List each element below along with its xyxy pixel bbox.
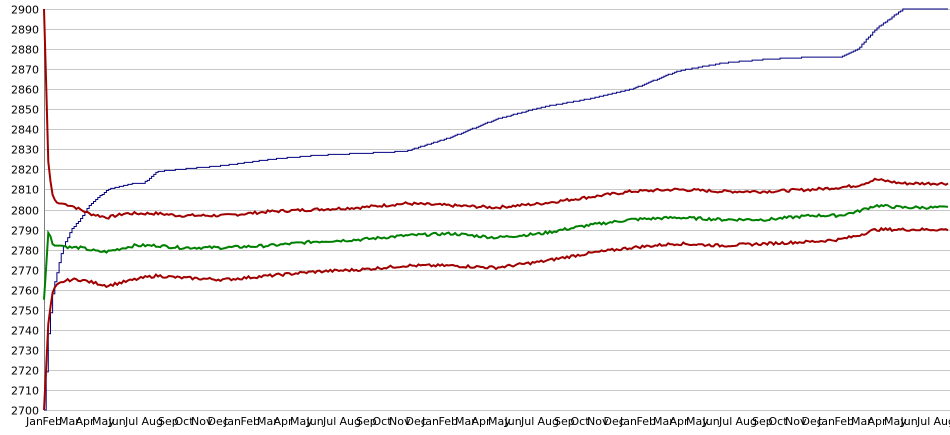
y-tick-label: 2700: [11, 405, 39, 418]
x-tick-label: Oct: [769, 415, 789, 428]
x-tick-label: Mar: [851, 415, 872, 428]
x-tick-label: Aug: [142, 415, 163, 428]
y-tick-label: 2860: [11, 84, 39, 97]
x-tick-label: Aug: [736, 415, 757, 428]
x-tick-label: Apr: [670, 415, 690, 428]
x-tick-label: Mar: [653, 415, 674, 428]
x-tick-label: Mar: [59, 415, 80, 428]
x-tick-label: Jul: [520, 415, 534, 428]
x-tick-label: Nov: [785, 415, 807, 428]
x-tick-label: Apr: [472, 415, 492, 428]
x-tick-label: Jul: [718, 415, 732, 428]
y-tick-label: 2750: [11, 305, 39, 318]
x-tick-label: Dec: [604, 415, 625, 428]
x-tick-label: Apr: [274, 415, 294, 428]
y-tick-label: 2730: [11, 345, 39, 358]
y-tick-label: 2830: [11, 144, 39, 157]
y-tick-label: 2890: [11, 24, 39, 37]
x-tick-label: May: [290, 415, 313, 428]
x-tick-label: Aug: [538, 415, 559, 428]
x-tick-label: Oct: [571, 415, 591, 428]
series-line-1: [44, 8, 948, 411]
x-tick-label: Oct: [373, 415, 393, 428]
x-tick-label: Sep: [356, 415, 377, 428]
x-tick-label: Jan: [421, 415, 439, 428]
x-tick-label: Dec: [802, 415, 823, 428]
x-tick-label: Jan: [817, 415, 835, 428]
x-tick-label: May: [488, 415, 511, 428]
x-tick-label: Jun: [900, 415, 918, 428]
y-tick-label: 2720: [11, 365, 39, 378]
y-tick-label: 2780: [11, 245, 39, 258]
x-tick-label: Feb: [43, 415, 62, 428]
x-tick-label: Nov: [191, 415, 213, 428]
x-tick-label: Sep: [158, 415, 179, 428]
y-tick-label: 2820: [11, 164, 39, 177]
x-tick-label: Jul: [916, 415, 930, 428]
x-tick-label: Sep: [554, 415, 575, 428]
y-tick-label: 2790: [11, 225, 39, 238]
series-line-4: [43, 226, 949, 411]
series-line-2: [43, 8, 949, 220]
x-tick-label: Aug: [340, 415, 361, 428]
x-tick-label: Jan: [223, 415, 241, 428]
y-tick-label: 2740: [11, 325, 39, 338]
x-tick-label: May: [92, 415, 115, 428]
y-tick-label: 2760: [11, 285, 39, 298]
x-tick-label: Feb: [439, 415, 458, 428]
x-tick-label: Mar: [257, 415, 278, 428]
x-tick-label: Feb: [835, 415, 854, 428]
x-tick-label: Jul: [322, 415, 336, 428]
x-tick-label: May: [686, 415, 709, 428]
x-tick-label: Sep: [752, 415, 773, 428]
x-tick-label: Jun: [306, 415, 324, 428]
y-tick-label: 2710: [11, 385, 39, 398]
y-tick-label: 2900: [11, 4, 39, 17]
y-tick-label: 2850: [11, 104, 39, 117]
x-tick-label: Jun: [504, 415, 522, 428]
x-tick-label: Nov: [389, 415, 411, 428]
x-tick-label: Jan: [25, 415, 43, 428]
series-line-3: [43, 203, 949, 300]
x-tick-label: Nov: [587, 415, 609, 428]
x-tick-label: Jun: [702, 415, 720, 428]
y-tick-label: 2840: [11, 124, 39, 137]
x-tick-label: Aug: [934, 415, 950, 428]
x-tick-label: Dec: [406, 415, 427, 428]
x-tick-label: Mar: [455, 415, 476, 428]
y-tick-label: 2810: [11, 184, 39, 197]
y-tick-label: 2870: [11, 64, 39, 77]
y-tick-label: 2800: [11, 205, 39, 218]
x-tick-label: Apr: [868, 415, 888, 428]
x-tick-label: Jan: [619, 415, 637, 428]
x-tick-label: Feb: [241, 415, 260, 428]
x-tick-label: Apr: [76, 415, 96, 428]
x-tick-label: Oct: [175, 415, 195, 428]
x-tick-label: Feb: [637, 415, 656, 428]
y-tick-label: 2880: [11, 44, 39, 57]
y-tick-label: 2770: [11, 265, 39, 278]
x-tick-label: Jul: [124, 415, 138, 428]
x-tick-label: Jun: [108, 415, 126, 428]
x-tick-label: Dec: [208, 415, 229, 428]
x-tick-label: May: [884, 415, 907, 428]
